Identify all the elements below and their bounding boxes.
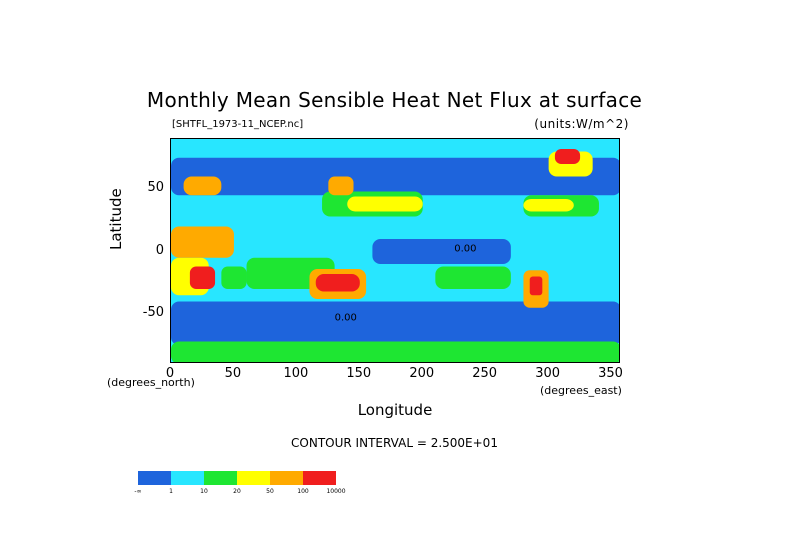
heatmap-region-6 <box>435 266 511 289</box>
heatmap-region-2 <box>171 157 619 196</box>
heatmap-region-9 <box>347 196 423 212</box>
y-unit-label: (degrees_north) <box>107 376 195 389</box>
y-tick-label: 0 <box>155 242 164 258</box>
legend-swatch <box>171 471 204 485</box>
x-tick-label: 350 <box>598 366 623 381</box>
map-plot-area: 0.00 0.00 <box>170 138 620 363</box>
heatmap-region-18 <box>529 276 543 296</box>
x-tick-label: 250 <box>472 366 498 381</box>
x-tick-label: 50 <box>224 366 242 381</box>
y-tick-label: -50 <box>142 305 164 320</box>
legend-tick-label: 10 <box>200 488 208 495</box>
heatmap-region-16 <box>171 226 234 258</box>
legend-tick-label: 20 <box>233 488 241 495</box>
contour-value-label: 0.00 <box>454 244 476 255</box>
heatmap-region-1 <box>171 301 619 346</box>
legend-swatch <box>303 471 336 485</box>
chart-title: Monthly Mean Sensible Heat Net Flux at s… <box>146 88 643 112</box>
x-axis-label: Longitude <box>357 401 433 419</box>
legend-tick-label: 1 <box>169 488 173 495</box>
contour-interval-label: CONTOUR INTERVAL = 2.500E+01 <box>291 436 498 450</box>
heatmap-region-21 <box>554 149 581 164</box>
x-unit-label: (degrees_east) <box>540 384 622 397</box>
x-tick-label: 150 <box>346 366 372 381</box>
y-tick-label: 50 <box>147 180 164 195</box>
legend-swatch <box>138 471 171 485</box>
heatmap-region-23 <box>397 176 448 192</box>
heatmap-region-15 <box>221 266 247 289</box>
heatmap-region-13 <box>315 274 360 292</box>
units-label: (units:W/m^2) <box>534 117 629 131</box>
heatmap-region-4 <box>171 341 619 362</box>
x-tick-label: 100 <box>283 366 309 381</box>
y-axis-label: Latitude <box>107 188 125 250</box>
legend-swatch <box>270 471 303 485</box>
legend-tick-label: 50 <box>266 488 274 495</box>
legend-tick-label: -∞ <box>134 488 142 495</box>
heatmap-region-3 <box>372 239 511 264</box>
legend-tick-label: 100 <box>297 488 309 495</box>
legend-swatch <box>237 471 270 485</box>
heatmap-region-22 <box>328 176 354 196</box>
legend-tick-label: 10000 <box>326 488 346 495</box>
heatmap-region-10 <box>523 199 574 212</box>
x-tick-label: 0 <box>165 366 175 381</box>
x-tick-label: 300 <box>535 366 561 381</box>
contour-value-label: 0.00 <box>335 312 357 323</box>
heatmap-region-14 <box>189 266 216 289</box>
heatmap-svg: 0.00 0.00 <box>171 139 619 362</box>
x-tick-label: 200 <box>409 366 435 381</box>
file-label: [SHTFL_1973-11_NCEP.nc] <box>172 119 304 130</box>
legend-swatch <box>204 471 237 485</box>
heatmap-region-19 <box>183 176 222 196</box>
